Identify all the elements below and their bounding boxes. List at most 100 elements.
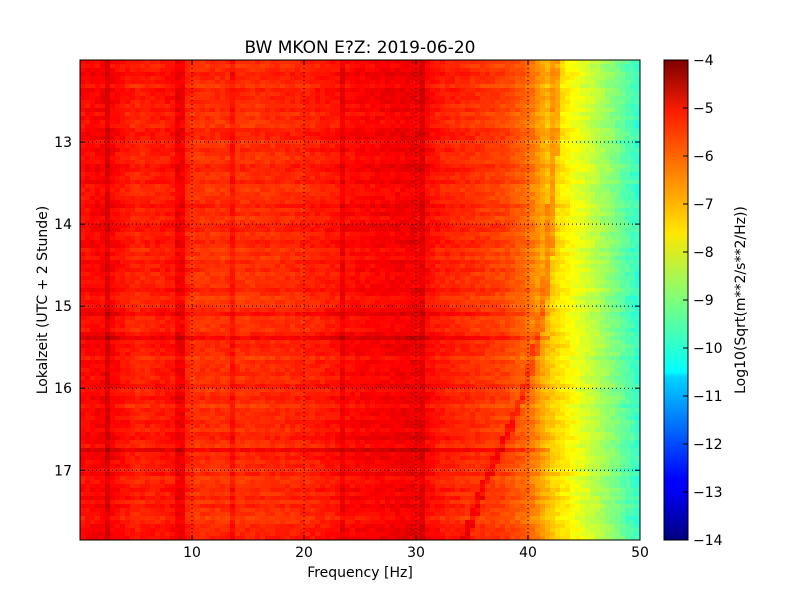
heatmap-cell (230, 64, 236, 69)
heatmap-cell (90, 148, 96, 153)
heatmap-cell (240, 172, 246, 177)
heatmap-cell (620, 80, 626, 85)
heatmap-cell (380, 152, 386, 157)
heatmap-cell (420, 180, 426, 185)
heatmap-cell (165, 108, 171, 113)
heatmap-cell (120, 216, 126, 221)
heatmap-cell (620, 156, 626, 161)
heatmap-cell (605, 188, 611, 193)
heatmap-cell (360, 156, 366, 161)
heatmap-cell (550, 116, 556, 121)
heatmap-cell (415, 68, 421, 73)
heatmap-cell (280, 76, 286, 81)
heatmap-cell (295, 96, 301, 101)
heatmap-cell (230, 120, 236, 125)
heatmap-cell (555, 212, 561, 217)
heatmap-cell (530, 184, 536, 189)
heatmap-cell (250, 232, 256, 237)
heatmap-cell (510, 216, 516, 221)
heatmap-cell (225, 172, 231, 177)
heatmap-cell (255, 128, 261, 133)
heatmap-cell (365, 228, 371, 233)
heatmap-cell (160, 228, 166, 233)
heatmap-cell (415, 184, 421, 189)
heatmap-cell (400, 152, 406, 157)
heatmap-cell (635, 84, 640, 89)
heatmap-cell (470, 100, 476, 105)
heatmap-cell (400, 204, 406, 209)
heatmap-cell (250, 100, 256, 105)
heatmap-cell (600, 128, 606, 133)
heatmap-cell (355, 192, 361, 197)
heatmap-cell (165, 144, 171, 149)
heatmap-cell (105, 232, 111, 237)
heatmap-cell (490, 208, 496, 213)
heatmap-cell (325, 224, 331, 229)
heatmap-cell (90, 124, 96, 129)
heatmap-cell (495, 100, 501, 105)
heatmap-cell (145, 144, 151, 149)
heatmap-cell (245, 224, 251, 229)
heatmap-cell (545, 60, 551, 65)
heatmap-cell (480, 160, 486, 165)
heatmap-cell (315, 120, 321, 125)
heatmap-cell (290, 204, 296, 209)
heatmap-cell (225, 88, 231, 93)
heatmap-cell (480, 128, 486, 133)
heatmap-cell (145, 216, 151, 221)
heatmap-cell (455, 184, 461, 189)
heatmap-cell (400, 188, 406, 193)
heatmap-cell (470, 152, 476, 157)
heatmap-cell (570, 124, 576, 129)
heatmap-cell (400, 156, 406, 161)
heatmap-cell (310, 172, 316, 177)
heatmap-cell (440, 60, 446, 65)
heatmap-cell (275, 80, 281, 85)
heatmap-cell (360, 168, 366, 173)
heatmap-cell (375, 144, 381, 149)
heatmap-cell (485, 72, 491, 77)
heatmap-cell (280, 144, 286, 149)
heatmap-cell (415, 180, 421, 185)
heatmap-cell (170, 228, 176, 233)
heatmap-cell (225, 104, 231, 109)
heatmap-cell (400, 80, 406, 85)
heatmap-cell (185, 104, 191, 109)
heatmap-cell (270, 160, 276, 165)
heatmap-cell (545, 100, 551, 105)
heatmap-cell (525, 192, 531, 197)
heatmap-cell (440, 112, 446, 117)
heatmap-cell (565, 72, 571, 77)
heatmap-cell (95, 112, 101, 117)
heatmap-cell (195, 228, 201, 233)
heatmap-cell (605, 68, 611, 73)
heatmap-cell (375, 164, 381, 169)
heatmap-cell (240, 208, 246, 213)
heatmap-cell (135, 72, 141, 77)
heatmap-cell (175, 108, 181, 113)
heatmap-cell (500, 224, 506, 229)
heatmap-cell (580, 104, 586, 109)
heatmap-cell (420, 112, 426, 117)
heatmap-cell (170, 88, 176, 93)
heatmap-cell (270, 100, 276, 105)
heatmap-cell (295, 224, 301, 229)
heatmap-cell (380, 68, 386, 73)
heatmap-cell (625, 84, 631, 89)
heatmap-cell (490, 212, 496, 217)
heatmap-cell (430, 216, 436, 221)
heatmap-cell (315, 160, 321, 165)
heatmap-cell (205, 212, 211, 217)
heatmap-cell (215, 224, 221, 229)
heatmap-cell (230, 180, 236, 185)
heatmap-cell (100, 96, 106, 101)
heatmap-cell (225, 92, 231, 97)
heatmap-cell (465, 232, 471, 237)
heatmap-cell (275, 144, 281, 149)
heatmap-cell (185, 64, 191, 69)
heatmap-cell (305, 64, 311, 69)
heatmap-cell (585, 124, 591, 129)
heatmap-cell (320, 160, 326, 165)
heatmap-cell (275, 100, 281, 105)
heatmap-cell (265, 88, 271, 93)
